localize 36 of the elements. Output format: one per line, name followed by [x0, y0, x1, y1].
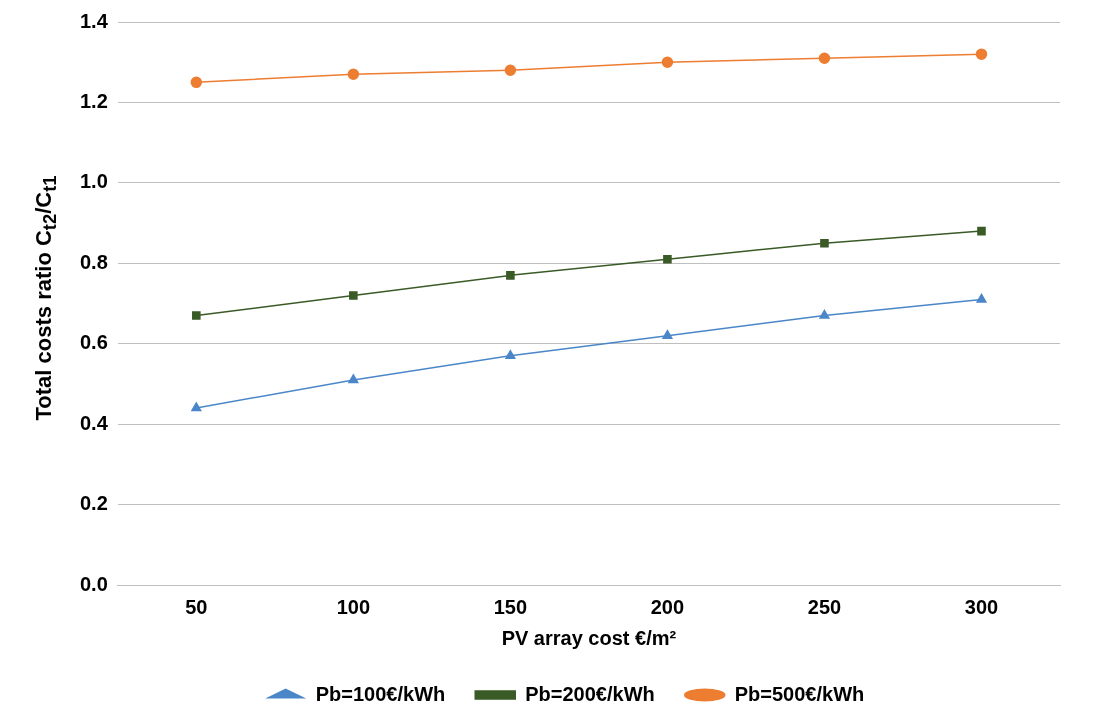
y-tick-label: 0.6 [79, 331, 108, 354]
x-tick-label: 150 [493, 595, 528, 618]
x-tick-label: 200 [650, 595, 685, 618]
x-tick-label: 250 [807, 595, 842, 618]
legend-label: Pb=100€/kWh [315, 682, 446, 705]
point [504, 64, 517, 77]
point [662, 329, 673, 339]
point [506, 271, 515, 280]
y-tick-label: 0.8 [79, 250, 108, 273]
point [976, 293, 987, 303]
point [191, 402, 202, 412]
point [348, 374, 359, 384]
x-tick-label: 100 [336, 595, 371, 618]
point [820, 238, 829, 248]
point [505, 350, 516, 360]
legend-label: Pb=200€/kWh [525, 682, 655, 705]
x-axis-title: PV array cost €/m² [501, 626, 677, 649]
point [192, 311, 201, 320]
point [661, 56, 674, 68]
x-tick-label: 50 [185, 595, 208, 618]
y-tick-label: 1.0 [79, 170, 108, 193]
y-tick-label: 1.4 [79, 9, 109, 32]
y-tick-label: 0.0 [79, 572, 108, 595]
point [349, 291, 358, 300]
y-tick-label: 0.2 [79, 492, 108, 515]
point [347, 68, 360, 81]
point [190, 76, 203, 89]
legend-label: Pb=500€/kWh [734, 682, 865, 705]
point [977, 226, 986, 236]
y-tick-label: 0.4 [79, 411, 109, 434]
point [663, 254, 672, 264]
point [818, 52, 831, 64]
y-tick-label: 1.2 [79, 89, 108, 112]
point [819, 309, 830, 319]
x-tick-label: 300 [964, 595, 999, 618]
point [975, 48, 988, 60]
